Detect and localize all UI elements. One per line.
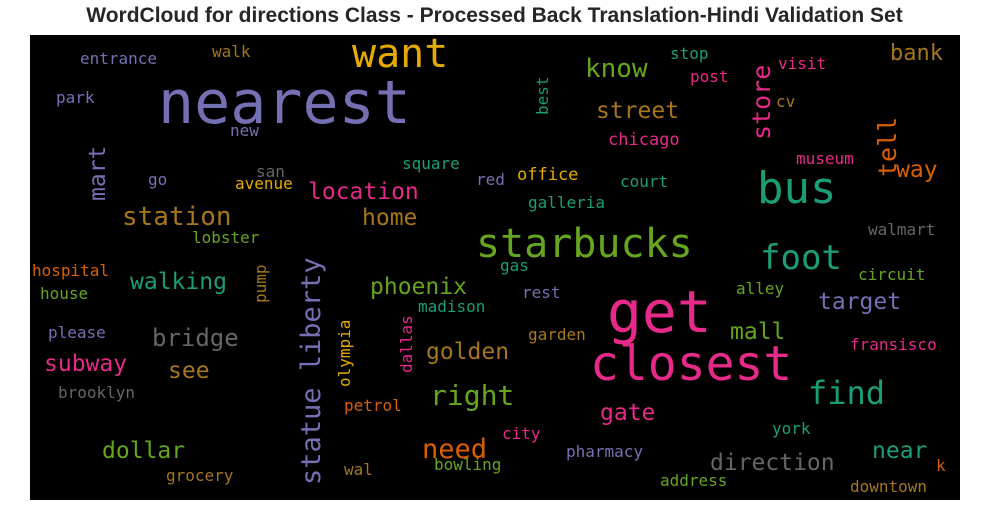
word-entrance: entrance xyxy=(80,49,157,68)
word-galleria: galleria xyxy=(528,193,605,212)
word-park: park xyxy=(56,88,95,107)
word-san: san xyxy=(256,162,285,181)
word-store: store xyxy=(747,65,776,140)
word-new: new xyxy=(230,121,259,140)
word-grocery: grocery xyxy=(166,466,234,485)
word-lobster: lobster xyxy=(192,228,260,247)
word-closest: closest xyxy=(590,336,792,392)
word-tell: tell xyxy=(873,117,902,177)
word-city: city xyxy=(502,424,541,443)
word-house: house xyxy=(40,284,88,303)
word-court: court xyxy=(620,172,668,191)
word-downtown: downtown xyxy=(850,477,927,496)
word-museum: museum xyxy=(796,149,854,168)
word-dollar: dollar xyxy=(102,438,185,464)
word-bowling: bowling xyxy=(434,455,501,474)
word-street: street xyxy=(596,98,679,124)
word-golden: golden xyxy=(426,339,509,365)
word-right: right xyxy=(430,379,514,412)
word-stop: stop xyxy=(670,44,709,63)
word-chicago: chicago xyxy=(608,130,680,150)
word-garden: garden xyxy=(528,325,586,344)
word-statue-liberty: statue liberty xyxy=(296,257,327,485)
word-brooklyn: brooklyn xyxy=(58,383,135,402)
word-station: station xyxy=(122,202,232,232)
word-please: please xyxy=(48,323,106,342)
word-circuit: circuit xyxy=(858,265,925,284)
word-see: see xyxy=(168,358,210,384)
word-alley: alley xyxy=(736,279,785,298)
word-bank: bank xyxy=(890,41,943,66)
word-way: way xyxy=(896,157,938,183)
word-pump: pump xyxy=(251,264,270,303)
word-bridge: bridge xyxy=(152,324,239,352)
word-cv: cv xyxy=(776,92,795,111)
word-address: address xyxy=(660,471,727,490)
word-foot: foot xyxy=(760,238,842,278)
word-subway: subway xyxy=(44,351,127,377)
word-hospital: hospital xyxy=(32,261,109,280)
word-visit: visit xyxy=(778,54,826,73)
word-red: red xyxy=(476,170,505,189)
word-near: near xyxy=(872,438,927,464)
word-wal: wal xyxy=(344,460,373,479)
word-pharmacy: pharmacy xyxy=(566,442,643,461)
word-starbucks: starbucks xyxy=(476,221,693,267)
word-want: want xyxy=(352,35,448,77)
word-home: home xyxy=(362,205,417,231)
word-dallas: dallas xyxy=(397,315,416,373)
word-fransisco: fransisco xyxy=(850,335,937,354)
word-phoenix: phoenix xyxy=(370,274,467,300)
word-walk: walk xyxy=(212,42,251,61)
word-mall: mall xyxy=(730,319,785,345)
word-go: go xyxy=(148,170,167,189)
word-rest: rest xyxy=(522,283,561,302)
word-bus: bus xyxy=(757,163,836,214)
word-gas: gas xyxy=(500,256,529,275)
word-direction: direction xyxy=(710,450,835,476)
word-find: find xyxy=(808,374,885,412)
word-walking: walking xyxy=(130,269,227,295)
word-square: square xyxy=(402,154,460,173)
word-petrol: petrol xyxy=(344,396,402,415)
word-get: get xyxy=(607,278,712,346)
word-olympia: olympia xyxy=(335,320,354,387)
word-mart: mart xyxy=(85,146,111,201)
word-need: need xyxy=(422,434,487,465)
word-madison: madison xyxy=(418,297,485,316)
word-walmart: walmart xyxy=(868,220,935,239)
chart-title: WordCloud for directions Class - Process… xyxy=(86,4,903,27)
word-know: know xyxy=(585,54,648,84)
word-post: post xyxy=(690,67,729,86)
word-office: office xyxy=(517,165,578,185)
word-k: k xyxy=(936,456,946,475)
word-location: location xyxy=(308,179,419,205)
word-target: target xyxy=(818,289,901,315)
word-nearest: nearest xyxy=(158,68,411,138)
word-york: york xyxy=(772,419,811,438)
word-avenue: avenue xyxy=(235,174,293,193)
cloud-background xyxy=(30,35,960,500)
word-gate: gate xyxy=(600,400,655,426)
word-best: best xyxy=(533,76,552,115)
